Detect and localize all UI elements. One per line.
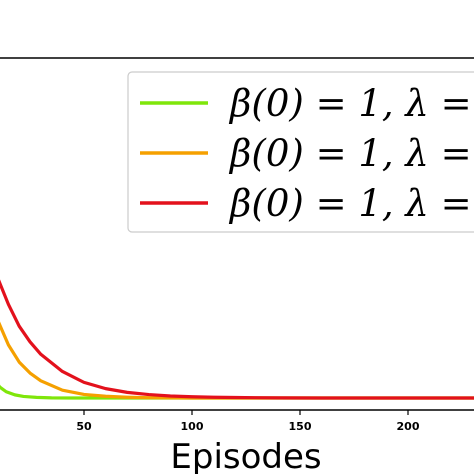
- legend-label-2: β(0) = 1, λ = 0.9: [228, 132, 474, 175]
- x-tick-label: 200: [397, 420, 420, 433]
- legend-box: [127, 71, 474, 233]
- x-axis-label: Episodes: [170, 437, 321, 474]
- legend: β(0) = 1, λ = 0.8 β(0) = 1, λ = 0.9 β(0) =…: [127, 71, 474, 233]
- series-line-1: [0, 384, 474, 400]
- series-line-3: [0, 279, 474, 400]
- plot-area: [0, 279, 474, 400]
- legend-items: β(0) = 1, λ = 0.8 β(0) = 1, λ = 0.9 β(0) =…: [140, 82, 474, 225]
- legend-label-1: β(0) = 1, λ = 0.8: [228, 82, 474, 125]
- x-tick-label: 150: [289, 420, 312, 433]
- legend-label-3: β(0) = 1, λ = 0.95: [228, 182, 474, 225]
- x-axis-ticks: 50 100 150 200: [76, 410, 420, 433]
- x-tick-label: 50: [76, 420, 92, 433]
- x-tick-label: 100: [181, 420, 204, 433]
